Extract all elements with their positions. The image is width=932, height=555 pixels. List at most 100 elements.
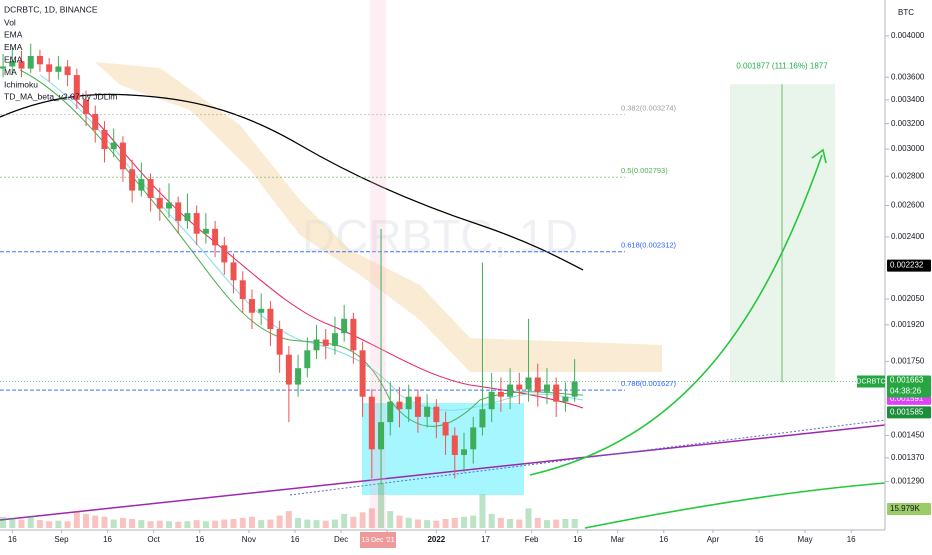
arrow-head	[811, 148, 827, 164]
candle-body	[525, 377, 532, 390]
candle-body	[101, 129, 108, 150]
volume-bar	[331, 519, 338, 528]
marks	[0, 0, 885, 530]
candle-body	[73, 75, 80, 100]
volume-bar	[497, 517, 504, 528]
volume-bar	[341, 513, 348, 528]
volume-tag	[887, 503, 931, 515]
y-tick-label: 0.002800	[891, 171, 925, 180]
x-tick-label: Apr	[707, 535, 720, 544]
last-price-tag	[887, 375, 931, 398]
volume-bar	[433, 520, 440, 528]
volume-bar	[396, 515, 403, 528]
indicator-label: Ichimoku	[4, 79, 38, 89]
volume-bar	[248, 516, 255, 528]
volume-bar	[424, 520, 431, 528]
candle-body	[55, 66, 62, 72]
candle-body	[193, 213, 200, 234]
x-tick-label: 16	[659, 535, 668, 544]
volume-bar	[378, 483, 385, 528]
volume-bar	[0, 516, 7, 528]
axis-labels: Vol EMA EMA EMA MA Ichimoku TD_MA_beta_v2.07 b…	[4, 17, 931, 548]
price-tag-label: 0.002232	[890, 261, 924, 270]
crosshair-label: 13 Dec '21	[361, 537, 394, 544]
y-tick-label: 0.004000	[891, 31, 925, 40]
chart-title: DCRBTC, 1D, BINANCE	[4, 4, 98, 14]
projection-box	[730, 84, 835, 383]
candle-body	[341, 318, 348, 334]
candle-body	[488, 391, 495, 410]
volume-bar	[387, 511, 394, 528]
volume-bar	[129, 519, 136, 528]
volume-bar	[36, 520, 43, 528]
candle-body	[516, 384, 523, 390]
y-tick-label: 0.001920	[891, 320, 925, 329]
candle-body	[119, 142, 126, 170]
volume-bar	[350, 516, 357, 528]
candle-body	[451, 435, 458, 455]
candle-body	[46, 64, 53, 72]
projection-arrow	[529, 154, 823, 476]
candle-body	[359, 350, 366, 397]
candle-body	[110, 142, 117, 150]
candle-body	[9, 61, 16, 67]
volume-bar	[18, 519, 25, 528]
volume-bar	[166, 521, 173, 528]
candle-body	[285, 354, 292, 385]
price-tag	[887, 259, 931, 272]
x-tick-label: Feb	[525, 535, 539, 544]
candle-body	[212, 228, 219, 246]
indicator-label: TD_MA_beta_v2.07 by JDLim	[4, 92, 117, 102]
candle-body	[295, 368, 302, 385]
candle-body	[27, 55, 34, 69]
candle-body	[202, 228, 209, 234]
price-tag-label: 0.001591	[890, 394, 924, 403]
volume-bar	[147, 521, 154, 528]
time-axis	[0, 530, 885, 550]
volume-bar	[119, 517, 126, 528]
volume-bar	[304, 519, 311, 528]
volume-bar	[525, 508, 532, 528]
candle-body	[18, 61, 25, 69]
candle-body	[442, 422, 449, 436]
volume-bar	[470, 515, 477, 528]
candle-body	[138, 179, 145, 191]
y-tick-label: 0.002400	[891, 232, 925, 241]
candle-body	[64, 66, 71, 76]
volume-bar	[175, 521, 182, 528]
candle-body	[166, 202, 173, 209]
candle-body	[184, 213, 191, 221]
volume-bar	[534, 517, 541, 528]
price-axis	[885, 0, 932, 550]
volume-bar	[221, 519, 228, 528]
candle-body	[368, 396, 375, 450]
volume-bar	[479, 494, 486, 528]
y-tick-label: 0.002600	[891, 201, 925, 210]
candle-body	[36, 55, 43, 65]
last-price-label: 0.001663	[890, 376, 924, 385]
candle-body	[313, 339, 320, 351]
candle-body	[331, 333, 338, 346]
volume-bar	[507, 519, 514, 528]
candle-body	[433, 406, 440, 423]
x-tick-label: Sep	[54, 535, 69, 544]
candle-body	[147, 179, 154, 198]
y-tick-label: 0.001750	[891, 357, 925, 366]
volume-bar	[313, 520, 320, 528]
candle-body	[424, 406, 431, 417]
x-tick-label: 16	[195, 535, 204, 544]
y-tick-label: 0.001450	[891, 431, 925, 440]
fib-label: 0.5(0.002793)	[621, 166, 668, 175]
ma-200	[0, 93, 584, 271]
volume-bar	[285, 511, 292, 528]
x-tick-label: Nov	[242, 535, 256, 544]
ma-line	[69, 94, 584, 409]
indicator-label: MA	[4, 67, 17, 77]
volume-bar	[212, 520, 219, 528]
volume-bar	[442, 519, 449, 528]
candle-body	[470, 427, 477, 450]
candle-body	[405, 396, 412, 410]
x-tick-label: 17	[481, 535, 490, 544]
volume-bar	[461, 516, 468, 528]
